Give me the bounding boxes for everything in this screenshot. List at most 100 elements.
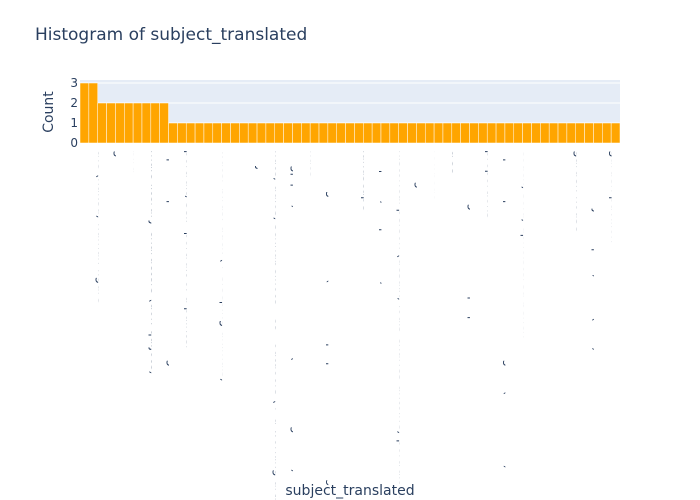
bar bbox=[416, 122, 426, 144]
x-tick-label: rowboat bbox=[432, 150, 446, 199]
bar bbox=[389, 122, 399, 144]
bar bbox=[363, 122, 373, 144]
bar bbox=[575, 122, 585, 144]
bar bbox=[451, 122, 461, 144]
bar bbox=[398, 122, 408, 144]
bar bbox=[292, 122, 302, 144]
x-tick-label: adult woman bbox=[77, 150, 91, 228]
bar bbox=[424, 122, 435, 144]
x-tick-label: man bbox=[201, 150, 215, 177]
bar bbox=[309, 122, 320, 144]
bar bbox=[256, 122, 267, 144]
x-tick-label: landscape bbox=[361, 150, 375, 211]
x-tick-label: child bbox=[538, 150, 552, 179]
bar bbox=[79, 82, 90, 144]
bar bbox=[602, 122, 612, 144]
bar bbox=[354, 122, 364, 144]
bar bbox=[141, 102, 152, 144]
bar bbox=[610, 122, 621, 144]
x-tick-label: bird bbox=[131, 150, 145, 173]
x-tick-label: the history of cupido, amor (eros) bbox=[591, 150, 605, 352]
y-tick-label: 1 bbox=[70, 116, 78, 130]
bar bbox=[283, 122, 293, 144]
x-tick-label: clearing in the forest (+ landscape pres… bbox=[325, 150, 339, 500]
x-tick-label: male literary characters (don quijote) bbox=[148, 150, 162, 375]
bar bbox=[540, 122, 550, 144]
y-tick-label: 0 bbox=[70, 136, 78, 150]
bar bbox=[132, 102, 143, 144]
x-tick-label: water birds: duck (+ sleeping animals) bbox=[219, 150, 233, 382]
bar bbox=[460, 122, 470, 144]
bar bbox=[495, 122, 506, 144]
x-tick-label: draperie, draped robe, robe bbox=[378, 150, 392, 316]
chart-title: Histogram of subject_translated bbox=[35, 25, 307, 45]
bar bbox=[159, 102, 169, 144]
bar bbox=[327, 122, 337, 144]
bar bbox=[522, 122, 532, 144]
x-tick-label: portrait, self -portrait of a painter bbox=[184, 150, 198, 350]
x-tick-label: historical person (desaix, louis-charles… bbox=[396, 150, 410, 500]
bar bbox=[194, 122, 205, 144]
x-tick-label: ripa: corpo humano - aa - female figure … bbox=[502, 150, 516, 469]
bar bbox=[203, 122, 214, 144]
bar bbox=[513, 122, 523, 144]
bar bbox=[504, 122, 515, 144]
y-tick-label: 3 bbox=[70, 76, 78, 90]
bar bbox=[345, 122, 355, 144]
bar bbox=[557, 122, 568, 144]
bar bbox=[318, 122, 329, 144]
x-tick-label: ripa: corpo humano - aa - female figure bbox=[166, 150, 180, 387]
bar bbox=[97, 102, 107, 144]
bar bbox=[106, 102, 116, 144]
x-tick-label: ruin bbox=[237, 150, 251, 173]
bar bbox=[469, 122, 479, 144]
x-tick-label: general bbox=[113, 150, 127, 196]
bar bbox=[336, 122, 346, 144]
x-tick-label: flute bbox=[308, 150, 322, 177]
bar bbox=[115, 102, 125, 144]
bar bbox=[177, 122, 187, 144]
x-tick-label: water birds: swan bbox=[555, 150, 569, 256]
x-tick-label: bagpipes, musette - cc - outdoors (+ a w… bbox=[290, 150, 304, 473]
x-tick-label: human figure with ideal proportions bbox=[467, 150, 481, 365]
x-tick-label: garden pavilion bbox=[609, 150, 623, 243]
bar bbox=[88, 82, 98, 144]
x-tick-label: flute, aulos, schnabelflöte - cc - outdo… bbox=[272, 150, 286, 500]
bar bbox=[584, 122, 594, 144]
bar bbox=[274, 122, 284, 144]
bar bbox=[548, 122, 559, 144]
bar bbox=[442, 122, 453, 144]
bar bbox=[185, 122, 196, 144]
x-tick-label: proportions bbox=[485, 150, 499, 219]
bar bbox=[301, 122, 311, 144]
x-tick-label: boy bbox=[254, 150, 268, 172]
bar bbox=[230, 122, 240, 144]
bar bbox=[212, 122, 222, 144]
bar bbox=[247, 122, 258, 144]
bar bbox=[168, 122, 178, 144]
bar bbox=[433, 122, 444, 144]
x-tick-label: sailing bbox=[414, 150, 428, 189]
bar bbox=[124, 102, 134, 144]
bar bbox=[531, 122, 541, 144]
x-axis-title: subject_translated bbox=[285, 483, 414, 499]
bar bbox=[593, 122, 603, 144]
bar bbox=[371, 122, 382, 144]
x-tick-label: couch, sofa, upholstered bench bbox=[520, 150, 534, 338]
x-tick-label: waters bbox=[343, 150, 357, 190]
bar bbox=[239, 122, 249, 144]
bar bbox=[407, 122, 417, 144]
bar bbox=[380, 122, 391, 144]
y-tick-label: 2 bbox=[70, 96, 78, 110]
bar bbox=[221, 122, 231, 144]
bar bbox=[486, 122, 497, 144]
bar bbox=[265, 122, 276, 144]
x-tick-label: tree bbox=[449, 150, 463, 174]
x-tick-label: the (naked) human figure bbox=[95, 150, 109, 304]
y-axis-title: Count bbox=[41, 91, 57, 133]
bar bbox=[478, 122, 488, 144]
bar bbox=[150, 102, 160, 144]
x-tick-label: garden house bbox=[573, 150, 587, 232]
bar bbox=[566, 122, 576, 144]
